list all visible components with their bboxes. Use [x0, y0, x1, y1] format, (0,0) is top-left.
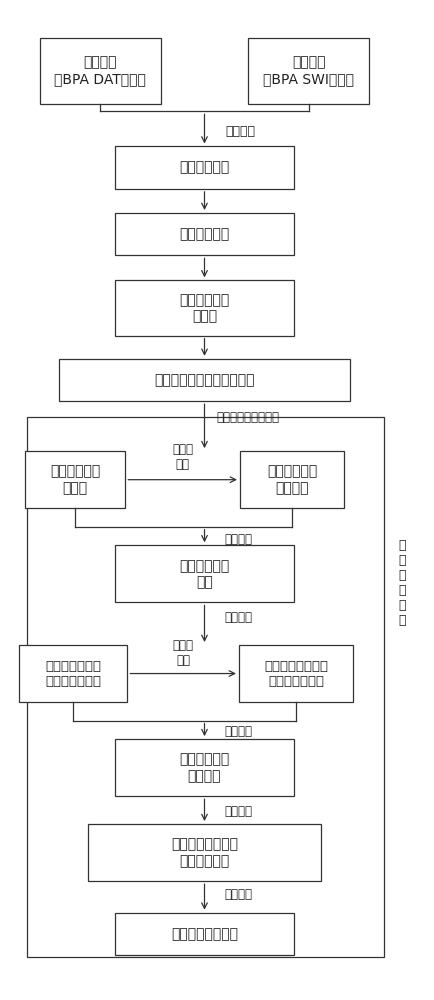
Bar — [59, 359, 350, 401]
Text: 严重故障: 严重故障 — [225, 805, 253, 818]
Text: 惯性暂态判断
与筛选: 惯性暂态判断 与筛选 — [50, 465, 100, 495]
Text: 故障后平衡点处判断与筛选: 故障后平衡点处判断与筛选 — [154, 373, 255, 387]
Bar — [40, 38, 161, 104]
Text: 严
重
故
障
筛
选: 严 重 故 障 筛 选 — [399, 539, 406, 627]
Bar — [19, 645, 128, 702]
Text: 最小梯度点惯性
暂态判断与筛选: 最小梯度点惯性 暂态判断与筛选 — [45, 660, 101, 688]
Text: 基态潮流分析: 基态潮流分析 — [179, 227, 230, 241]
Text: 严重故障: 严重故障 — [225, 888, 253, 901]
Bar — [115, 213, 294, 255]
Text: 最小梯度点后惯性
暂态判断与筛选: 最小梯度点后惯性 暂态判断与筛选 — [264, 660, 328, 688]
Bar — [115, 545, 294, 602]
Text: 潮流数据
（BPA DAT文件）: 潮流数据 （BPA DAT文件） — [54, 56, 146, 86]
Bar — [115, 146, 294, 189]
Text: 相关严重故障列表: 相关严重故障列表 — [171, 927, 238, 941]
Text: 不严重
故障: 不严重 故障 — [173, 639, 194, 667]
Text: 生成电网模型: 生成电网模型 — [179, 161, 230, 175]
Text: 后惯性暂态判
断与筛选: 后惯性暂态判 断与筛选 — [267, 465, 317, 495]
Text: 不严重
故障: 不严重 故障 — [172, 443, 193, 471]
Text: 严重故障: 严重故障 — [225, 725, 253, 738]
Bar — [25, 451, 125, 508]
Text: 自定义初始故
障列表: 自定义初始故 障列表 — [179, 293, 230, 323]
Bar — [88, 824, 321, 881]
Text: 最小梯度点判
断与筛选: 最小梯度点判 断与筛选 — [179, 753, 230, 783]
Bar — [240, 451, 344, 508]
Text: 可能的严重故障列表: 可能的严重故障列表 — [217, 411, 280, 424]
Bar — [27, 417, 384, 957]
Bar — [239, 645, 353, 702]
Text: 严重故障: 严重故障 — [225, 533, 253, 546]
Bar — [248, 38, 369, 104]
Text: 逸出点判断与
筛选: 逸出点判断与 筛选 — [179, 559, 230, 589]
Bar — [115, 280, 294, 336]
Bar — [115, 913, 294, 955]
Text: 读入解析: 读入解析 — [225, 125, 255, 138]
Text: 严重故障: 严重故障 — [225, 611, 253, 624]
Text: 稳定数据
（BPA SWI文件）: 稳定数据 （BPA SWI文件） — [263, 56, 354, 86]
Bar — [115, 739, 294, 796]
Text: 不稳定平衡点下故
障判断与筛选: 不稳定平衡点下故 障判断与筛选 — [171, 838, 238, 868]
